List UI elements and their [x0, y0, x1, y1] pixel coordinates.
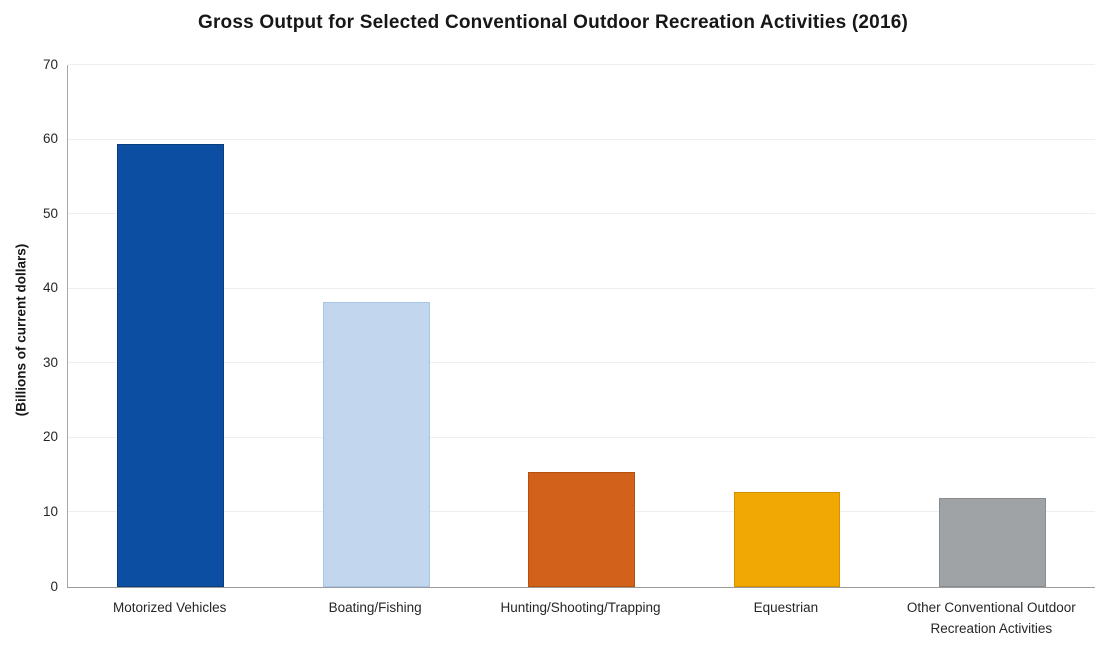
y-tick-label-20: 20 — [42, 429, 58, 445]
x-label-other-conventional: Other Conventional Outdoor Recreation Ac… — [906, 600, 1076, 636]
gridline-20 — [68, 436, 1095, 438]
y-tick-label-50: 50 — [42, 205, 58, 221]
y-tick-label-40: 40 — [42, 280, 58, 296]
bar-motorized-vehicles — [117, 144, 225, 587]
chart-title: Gross Output for Selected Conventional O… — [197, 12, 909, 33]
x-label-motorized-vehicles: Motorized Vehicles — [113, 600, 227, 615]
bar-hunting-shooting-trapping — [528, 472, 635, 587]
bar-slot-other-conventional — [890, 65, 1095, 587]
x-label-boating-fishing: Boating/Fishing — [328, 600, 422, 615]
y-tick-label-10: 10 — [42, 503, 58, 519]
gridline-40 — [68, 287, 1095, 289]
y-tick-label-30: 30 — [42, 354, 58, 370]
y-tick-label-60: 60 — [42, 131, 58, 147]
y-tick-label-0: 0 — [50, 578, 58, 594]
bar-other-conventional — [938, 498, 1046, 587]
bar-slot-hunting-shooting-trapping — [479, 65, 684, 587]
plot-area: 0 10 20 30 40 50 60 70 — [43, 57, 1095, 593]
y-tick-label-70: 70 — [42, 56, 58, 72]
bar-boating-fishing — [322, 302, 430, 587]
gridline-70 — [68, 64, 1095, 65]
x-label-hunting-shooting-trapping: Hunting/Shooting/Trapping — [500, 600, 661, 615]
bar-equestrian — [733, 492, 841, 587]
bar-slot-equestrian — [684, 65, 889, 587]
bar-slot-boating-fishing — [273, 65, 478, 587]
bars-row — [68, 65, 1095, 587]
gridline-50 — [68, 213, 1095, 215]
x-axis-labels: Motorized Vehicles Boating/Fishing Hunti… — [67, 598, 1094, 640]
bar-slot-motorized-vehicles — [68, 65, 273, 587]
x-label-equestrian: Equestrian — [753, 600, 819, 615]
y-axis-title: (Billions of current dollars) — [13, 243, 29, 417]
gridline-30 — [68, 362, 1095, 364]
gridline-60 — [68, 138, 1095, 140]
